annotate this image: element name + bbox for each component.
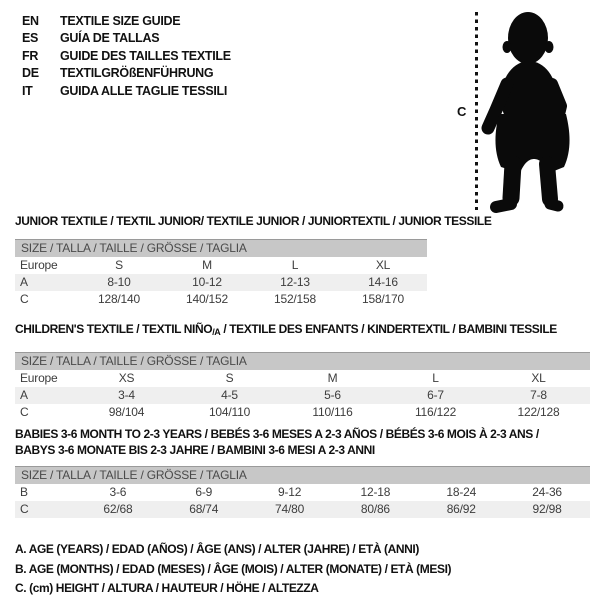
babies-size-table: BABIES 3-6 MONTH TO 2-3 YEARS / BEBÉS 3-… [15,427,590,518]
age-cell: 6-7 [427,388,444,402]
table-title: CHILDREN'S TEXTILE / TEXTIL NIÑO/A / TEX… [15,322,590,339]
height-cell: 140/152 [186,292,228,306]
language-title-list: EN TEXTILE SIZE GUIDE ES GUÍA DE TALLAS FR… [22,13,231,100]
height-measure-label: C [457,104,467,119]
children-size-table: CHILDREN'S TEXTILE / TEXTIL NIÑO/A / TEX… [15,322,590,421]
table-title: JUNIOR TEXTILE / TEXTIL JUNIOR/ TEXTILE … [15,214,492,228]
lang-title: GUÍA DE TALLAS [60,31,160,46]
title-line: BABIES 3-6 MONTH TO 2-3 YEARS / BEBÉS 3-… [15,427,539,441]
age-cell: 4-5 [221,388,238,402]
age-cell: 14-16 [368,275,398,289]
size-cell: XS [118,371,135,385]
title-part: CHILDREN'S TEXTILE / TEXTIL NIÑO [15,322,213,336]
size-cell: XL [375,258,391,272]
title-part: / TEXTILE DES ENFANTS / KINDERTEXTIL / B… [220,322,557,336]
footnote-a: A. AGE (YEARS) / EDAD (AÑOS) / ÂGE (ANS)… [15,542,419,556]
table-row: A 8-10 10-12 12-13 14-16 [15,274,427,291]
height-cell: 122/128 [517,405,560,419]
height-cell: 158/170 [362,292,404,306]
table-row: Europe XS S M L XL [15,370,590,387]
title-subscript: /A [212,327,221,337]
footnote-b: B. AGE (MONTHS) / EDAD (MESES) / ÂGE (MO… [15,561,452,576]
size-cell: S [225,371,234,385]
table-rows: Europe S M L XL A 8-10 10-12 12-13 14-16… [15,257,427,308]
height-cell: 128/140 [98,292,140,306]
height-cell: 104/110 [208,405,251,419]
row-label: C [20,292,29,306]
age-cell: 9-12 [277,485,302,499]
height-cell: 116/122 [414,405,457,419]
size-header-bar: SIZE / TALLA / TAILLE / GRÖSSE / TAGLIA [15,239,427,257]
lang-title: GUIDE DES TAILLES TEXTILE [60,48,231,63]
size-cell: M [327,371,338,385]
table-row: B 3-6 6-9 9-12 12-18 18-24 24-36 [15,484,590,501]
age-cell: 10-12 [192,275,222,289]
footnotes: A. AGE (YEARS) / EDAD (AÑOS) / ÂGE (ANS)… [15,540,452,599]
age-cell: 5-6 [324,388,341,402]
lang-row-es: ES GUÍA DE TALLAS [22,30,231,47]
lang-code: FR [22,48,39,63]
lang-row-en: EN TEXTILE SIZE GUIDE [22,13,231,30]
size-header-bar: SIZE / TALLA / TAILLE / GRÖSSE / TAGLIA [15,466,590,484]
row-label: A [20,388,28,402]
lang-code: ES [22,31,39,46]
table-rows: B 3-6 6-9 9-12 12-18 18-24 24-36 C 62/68… [15,484,590,518]
lang-code: DE [22,66,39,81]
height-cell: 92/98 [532,502,562,516]
row-label: C [20,405,29,419]
table-rows: Europe XS S M L XL A 3-4 4-5 5-6 6-7 7-8… [15,370,590,421]
age-cell: 18-24 [446,485,477,499]
junior-size-table: JUNIOR TEXTILE / TEXTIL JUNIOR/ TEXTILE … [15,214,492,308]
age-cell: 8-10 [107,275,131,289]
lang-title: TEXTILE SIZE GUIDE [60,14,181,28]
lang-row-de: DE TEXTILGRÖßENFÜHRUNG [22,65,231,82]
table-row: Europe S M L XL [15,257,427,274]
age-cell: 6-9 [195,485,213,499]
table-title: BABIES 3-6 MONTH TO 2-3 YEARS / BEBÉS 3-… [15,427,590,458]
height-cell: 98/104 [108,405,145,419]
size-cell: L [432,371,439,385]
size-cell: XL [531,371,546,385]
table-row: C 62/68 68/74 74/80 80/86 86/92 92/98 [15,501,590,518]
row-label: A [20,275,28,289]
size-cell: L [291,258,299,272]
height-cell: 110/116 [312,405,353,419]
row-label: Europe [20,258,58,272]
lang-title: TEXTILGRÖßENFÜHRUNG [60,66,214,81]
height-cell: 152/158 [274,292,316,306]
table-row: C 128/140 140/152 152/158 158/170 [15,291,427,308]
lang-row-it: IT GUIDA ALLE TAGLIE TESSILI [22,83,231,100]
age-cell: 12-13 [280,275,310,289]
size-cell: M [202,258,212,272]
size-cell: S [115,258,123,272]
height-cell: 68/74 [189,502,219,516]
lang-row-fr: FR GUIDE DES TAILLES TEXTILE [22,48,231,65]
age-cell: 12-18 [360,485,391,499]
row-label: B [20,485,28,499]
row-label: Europe [20,371,58,385]
age-cell: 3-6 [109,485,127,499]
age-cell: 3-4 [118,388,135,402]
table-row: A 3-4 4-5 5-6 6-7 7-8 [15,387,590,404]
baby-silhouette-icon [475,12,570,213]
lang-code: EN [22,14,39,28]
lang-code: IT [22,83,33,98]
height-cell: 86/92 [446,502,476,516]
size-header-bar: SIZE / TALLA / TAILLE / GRÖSSE / TAGLIA [15,352,590,370]
height-cell: 74/80 [275,502,305,516]
height-figure: C [450,4,598,216]
age-cell: 24-36 [532,485,562,499]
row-label: C [20,502,29,516]
table-row: C 98/104 104/110 110/116 116/122 122/128 [15,404,590,421]
title-line: BABYS 3-6 MONATE BIS 2-3 JAHRE / BAMBINI… [15,442,375,457]
height-cell: 62/68 [103,502,133,516]
age-cell: 7-8 [530,388,547,402]
baby-silhouette-shape [481,12,570,213]
height-cell: 80/86 [360,502,390,516]
lang-title: GUIDA ALLE TAGLIE TESSILI [60,83,228,98]
footnote-c: C. (cm) HEIGHT / ALTURA / HAUTEUR / HÖHE… [15,581,319,595]
